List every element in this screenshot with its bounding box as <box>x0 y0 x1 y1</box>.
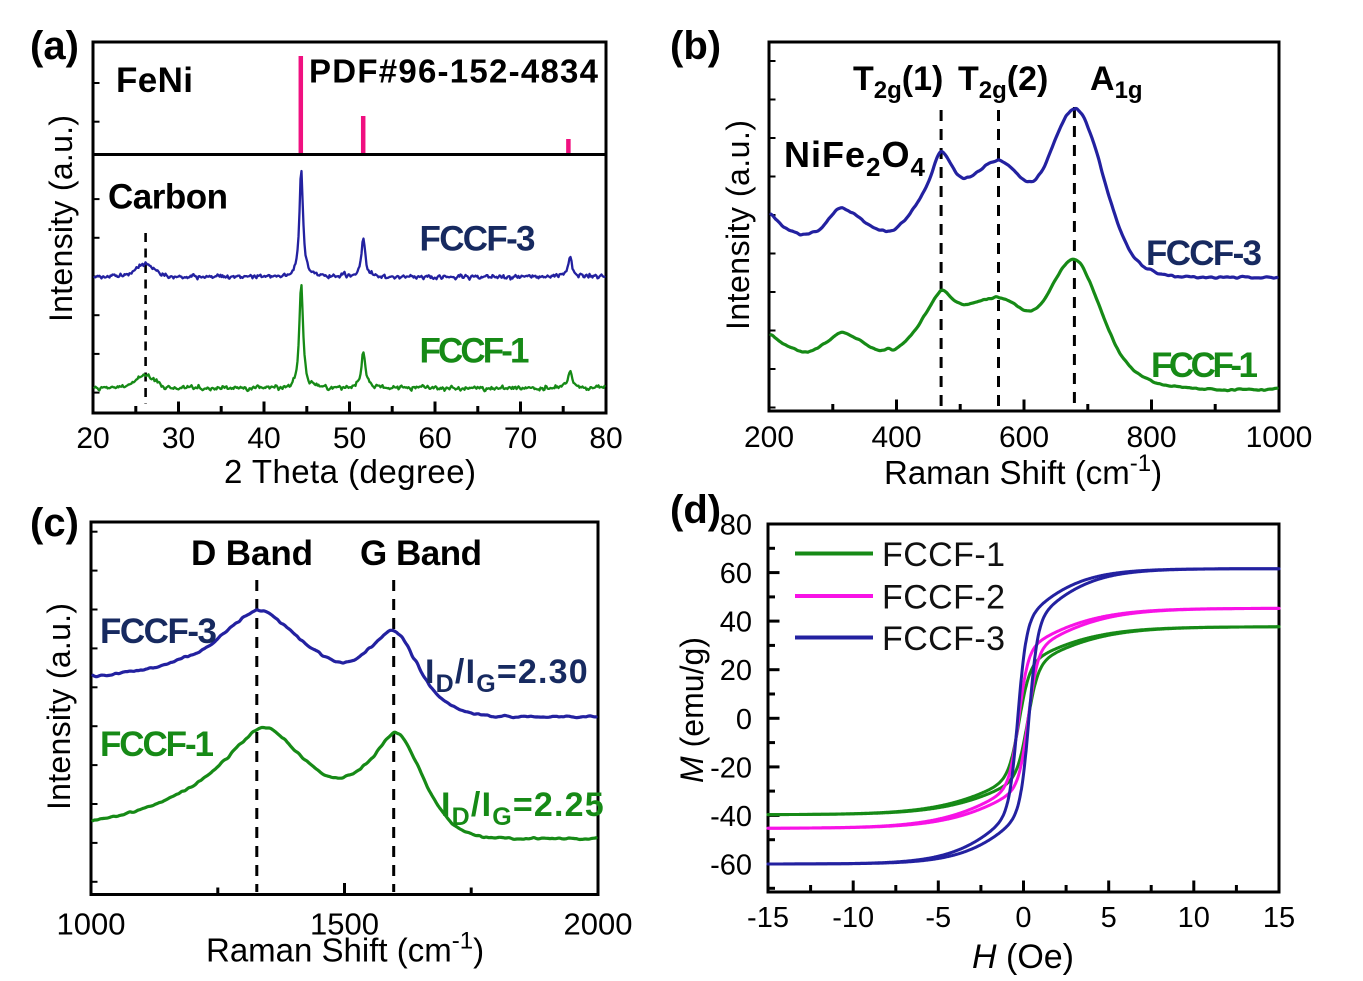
svg-text:FCCF-3: FCCF-3 <box>1146 234 1262 273</box>
svg-text:70: 70 <box>504 422 537 455</box>
svg-text:FCCF-1: FCCF-1 <box>100 725 214 764</box>
svg-text:FCCF-3: FCCF-3 <box>100 612 217 651</box>
svg-text:60: 60 <box>418 422 451 455</box>
svg-text:800: 800 <box>1126 421 1176 454</box>
svg-text:60: 60 <box>720 558 752 590</box>
svg-text:FCCF-2: FCCF-2 <box>882 579 1005 617</box>
svg-text:0: 0 <box>1015 902 1031 934</box>
svg-text:80: 80 <box>720 510 752 542</box>
svg-text:50: 50 <box>333 422 366 455</box>
svg-text:-10: -10 <box>832 902 874 934</box>
svg-text:Intensity (a.u.): Intensity (a.u.) <box>41 603 77 810</box>
svg-text:T2g(2): T2g(2) <box>958 60 1048 104</box>
svg-text:(d): (d) <box>670 488 721 532</box>
svg-text:80: 80 <box>589 422 622 455</box>
svg-text:Intensity (a.u.): Intensity (a.u.) <box>720 120 756 330</box>
svg-text:(b): (b) <box>670 24 721 68</box>
svg-text:2000: 2000 <box>564 907 633 942</box>
svg-text:-60: -60 <box>710 850 752 882</box>
svg-text:200: 200 <box>744 421 794 454</box>
svg-text:Raman Shift (cm-1): Raman Shift (cm-1) <box>206 928 484 969</box>
svg-text:G Band: G Band <box>360 534 482 573</box>
svg-text:NiFe2O4: NiFe2O4 <box>784 134 926 182</box>
svg-text:2 Theta (degree): 2 Theta (degree) <box>224 453 476 490</box>
svg-text:Raman Shift (cm-1): Raman Shift (cm-1) <box>884 450 1162 491</box>
svg-text:FCCF-1: FCCF-1 <box>420 332 530 371</box>
svg-text:400: 400 <box>871 421 921 454</box>
svg-text:15: 15 <box>1263 902 1295 934</box>
svg-text:20: 20 <box>76 422 109 455</box>
svg-text:40: 40 <box>720 607 752 639</box>
svg-text:FCCF-1: FCCF-1 <box>1151 346 1258 385</box>
svg-text:1500: 1500 <box>310 907 379 942</box>
svg-text:FCCF-3: FCCF-3 <box>420 220 536 259</box>
svg-text:FeNi: FeNi <box>116 61 193 100</box>
svg-text:(c): (c) <box>30 501 79 545</box>
svg-text:-15: -15 <box>747 902 789 934</box>
svg-text:(a): (a) <box>30 24 79 68</box>
svg-text:-40: -40 <box>710 801 752 833</box>
svg-text:FCCF-1: FCCF-1 <box>882 536 1005 574</box>
svg-text:T2g(1): T2g(1) <box>853 60 943 104</box>
svg-text:Carbon: Carbon <box>108 178 228 217</box>
svg-text:40: 40 <box>247 422 280 455</box>
svg-text:20: 20 <box>720 655 752 687</box>
svg-text:M (emu/g): M (emu/g) <box>674 637 710 783</box>
svg-text:-5: -5 <box>925 902 951 934</box>
svg-text:10: 10 <box>1178 902 1210 934</box>
svg-text:5: 5 <box>1101 902 1117 934</box>
svg-text:-20: -20 <box>710 752 752 784</box>
svg-text:30: 30 <box>162 422 195 455</box>
svg-text:PDF#96-152-4834: PDF#96-152-4834 <box>309 53 599 90</box>
svg-text:1000: 1000 <box>1246 421 1313 454</box>
svg-text:1000: 1000 <box>57 907 126 942</box>
svg-text:FCCF-3: FCCF-3 <box>882 620 1005 658</box>
svg-text:0: 0 <box>736 704 752 736</box>
svg-text:H (Oe): H (Oe) <box>972 938 1074 976</box>
svg-text:Intensity (a.u.): Intensity (a.u.) <box>43 115 79 322</box>
svg-text:600: 600 <box>999 421 1049 454</box>
svg-text:D Band: D Band <box>191 534 313 573</box>
